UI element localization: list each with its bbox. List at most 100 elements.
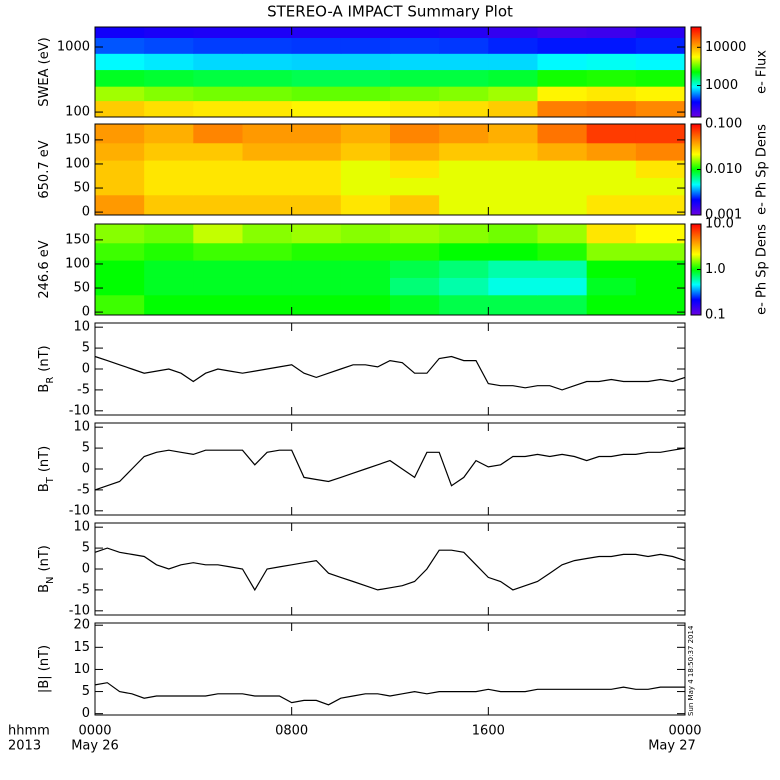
heatmap-cell: [586, 242, 637, 261]
time-label: hhmm: [8, 724, 50, 739]
heatmap-cell: [242, 100, 293, 118]
heatmap-cell: [193, 100, 243, 118]
heatmap-cell: [144, 100, 194, 118]
heatmap-cell: [242, 224, 293, 244]
heatmap-cell: [488, 37, 538, 54]
heatmap-cell: [144, 37, 194, 54]
y-tick-label: 100: [65, 256, 90, 271]
heatmap-cell: [635, 100, 686, 118]
heatmap-cell: [488, 177, 538, 196]
y-axis-title: BT (nT): [37, 446, 56, 492]
heatmap-cell: [537, 37, 588, 54]
heatmap-cell: [635, 260, 686, 278]
heatmap-cell: [390, 53, 440, 71]
heatmap-cell: [144, 142, 194, 161]
heatmap-cell: [390, 27, 440, 38]
heatmap-cell: [439, 142, 489, 161]
panel-frame: [94, 322, 686, 416]
heatmap-cell: [193, 194, 243, 216]
heatmap-cell: [242, 177, 293, 196]
heatmap-cell: [291, 242, 342, 261]
heatmap-cell: [586, 224, 637, 244]
timestamp: Sun May 4 18:50:37 2014: [687, 625, 695, 716]
heatmap-cell: [586, 277, 637, 296]
heatmap-cell: [390, 177, 440, 196]
heatmap-cell: [488, 224, 538, 244]
colorbar-label: e- Flux: [755, 50, 770, 94]
panel-frame: [94, 26, 686, 118]
heatmap-cell: [95, 177, 145, 196]
heatmap-cell: [95, 294, 145, 316]
heatmap-cell: [635, 160, 686, 178]
line-series: [94, 547, 686, 592]
panel-frame: [94, 422, 686, 516]
heatmap-cell: [439, 242, 489, 261]
heatmap-cell: [390, 86, 440, 102]
heatmap-cell: [537, 100, 588, 118]
heatmap-cell: [340, 53, 391, 71]
heatmap-cell: [635, 224, 686, 244]
y-tick-label: 20: [73, 618, 90, 633]
heatmap-cell: [242, 260, 293, 278]
y-tick-label: 150: [65, 132, 90, 147]
heatmap-cell: [340, 100, 391, 118]
heatmap-cell: [635, 124, 686, 144]
colorbar-tick-label: 0.1: [705, 308, 726, 323]
heatmap-cell: [291, 224, 342, 244]
y-axis-title-main: SWEA (eV): [37, 37, 52, 106]
heatmap-cell: [95, 124, 145, 144]
colorbar-label: e- Ph Sp Dens: [755, 124, 770, 215]
y-axis-title-main: 650.7 eV: [37, 140, 52, 198]
heatmap-cell: [242, 242, 293, 261]
heatmap-cell: [242, 142, 293, 161]
heatmap-cell: [488, 100, 538, 118]
y-tick-label: 50: [73, 281, 90, 296]
y-tick-label: -5: [77, 582, 90, 597]
heatmap-cell: [242, 86, 293, 102]
y-tick-label: -10: [69, 503, 90, 518]
heatmap-cell: [390, 124, 440, 144]
y-tick-label: 10: [73, 662, 90, 677]
y-axis-title: 246.6 eV: [37, 240, 52, 298]
heatmap-cell: [95, 27, 145, 38]
heatmap-cell: [439, 37, 489, 54]
colorbar-tick-label: 1.0: [705, 262, 726, 277]
y-axis-title: 650.7 eV: [37, 140, 52, 198]
heatmap-cell: [291, 69, 342, 87]
heatmap-cell: [242, 124, 293, 144]
heatmap-cell: [291, 142, 342, 161]
x-tick-label: 0000: [78, 724, 111, 739]
colorbar-tick-label: 0.100: [705, 117, 742, 132]
heatmap-cell: [439, 69, 489, 87]
y-tick-label: 10: [73, 420, 90, 435]
y-axis-title: BN (nT): [37, 545, 56, 593]
heatmap-cell: [144, 160, 194, 178]
heatmap-cell: [340, 177, 391, 196]
heatmap-cell: [488, 160, 538, 178]
heatmap-cell: [95, 160, 145, 178]
heatmap-cell: [586, 160, 637, 178]
heatmap-cell: [144, 224, 194, 244]
heatmap-cell: [586, 260, 637, 278]
heatmap-cell: [95, 260, 145, 278]
heatmap-cell: [390, 142, 440, 161]
heatmap-cell: [95, 37, 145, 54]
heatmap-cell: [635, 53, 686, 71]
heatmap-cell: [291, 86, 342, 102]
heatmap-cell: [439, 27, 489, 38]
y-tick-label: -5: [77, 382, 90, 397]
y-tick-label: 5: [82, 541, 90, 556]
heatmap-cell: [635, 242, 686, 261]
heatmap-cell: [193, 177, 243, 196]
heatmap-cell: [390, 100, 440, 118]
heatmap-cell: [95, 86, 145, 102]
heatmap-cell: [340, 69, 391, 87]
heatmap-cell: [144, 194, 194, 216]
heatmap-cell: [537, 277, 588, 296]
heatmap-cell: [193, 142, 243, 161]
heatmap-cell: [193, 260, 243, 278]
heatmap-cell: [144, 27, 194, 38]
heatmap-cell: [439, 86, 489, 102]
heatmap-cell: [537, 224, 588, 244]
heatmap-cell: [242, 194, 293, 216]
